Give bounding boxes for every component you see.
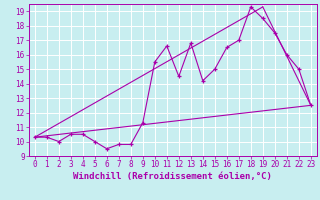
X-axis label: Windchill (Refroidissement éolien,°C): Windchill (Refroidissement éolien,°C) — [73, 172, 272, 181]
